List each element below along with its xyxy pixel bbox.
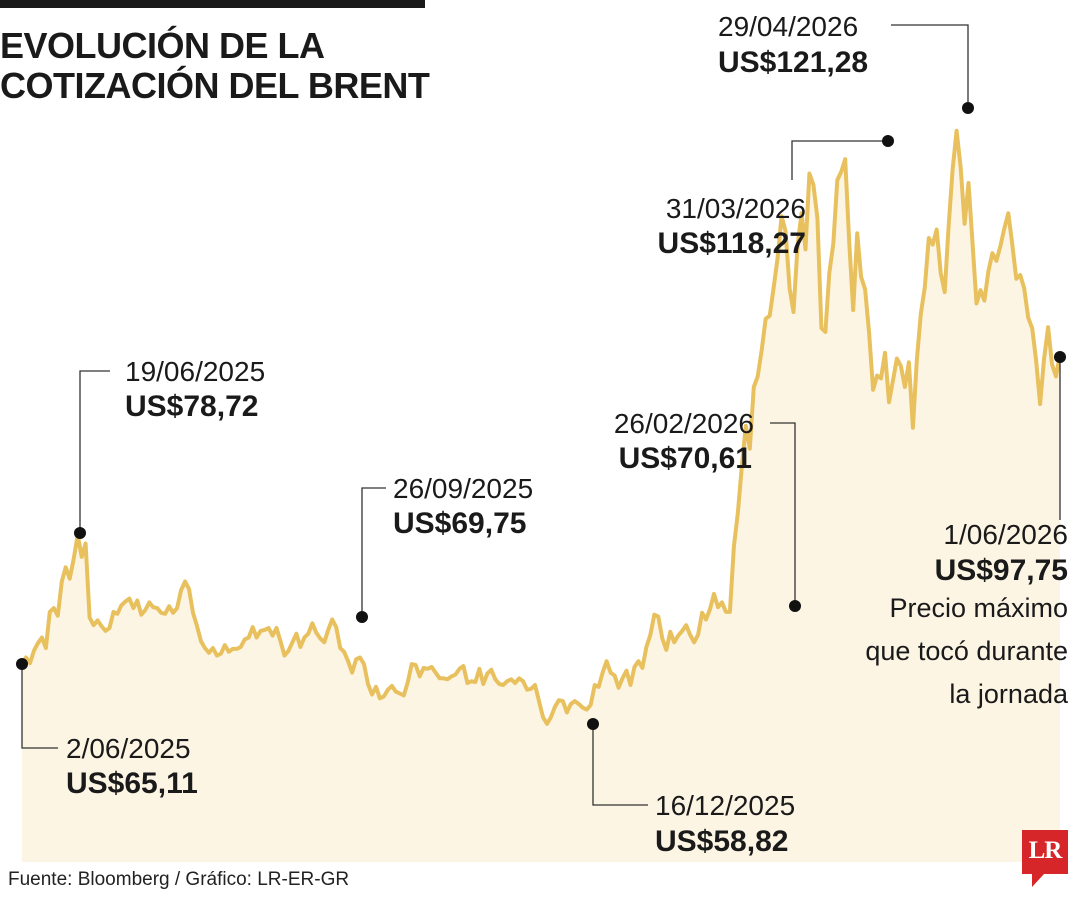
price-area xyxy=(22,130,1060,863)
chart-title-line-1: EVOLUCIÓN DE LA xyxy=(0,25,325,66)
annotation-marker-6 xyxy=(962,102,974,114)
annotation-value-2: US$69,75 xyxy=(393,507,526,540)
annotation-marker-1 xyxy=(74,527,86,539)
annotation-leader-2 xyxy=(361,487,386,617)
annotation-leader-5 xyxy=(791,140,888,180)
annotation-note-line-2: que tocó durante xyxy=(865,636,1068,666)
annotation-date-4: 26/02/2026 xyxy=(614,408,754,439)
annotation-value-6: US$121,28 xyxy=(718,46,868,79)
chart-title-line-2: COTIZACIÓN DEL BRENT xyxy=(0,65,430,106)
annotation-value-7: US$97,75 xyxy=(935,554,1068,587)
annotation-marker-3 xyxy=(587,718,599,730)
annotation-marker-5 xyxy=(882,135,894,147)
annotation-note-line-1: Precio máximo xyxy=(889,593,1068,623)
annotation-marker-4 xyxy=(789,600,801,612)
annotation-marker-7 xyxy=(1054,351,1066,363)
source-credit: Fuente: Bloomberg / Gráfico: LR-ER-GR xyxy=(8,869,350,890)
annotation-value-3: US$58,82 xyxy=(655,825,788,858)
annotation-date-5: 31/03/2026 xyxy=(666,193,806,224)
top-rule xyxy=(0,0,425,8)
annotation-value-4: US$70,61 xyxy=(619,442,752,475)
annotation-date-6: 29/04/2026 xyxy=(718,11,858,42)
annotation-value-0: US$65,11 xyxy=(66,767,198,800)
annotation-leader-0 xyxy=(21,664,58,749)
lr-logo-tail xyxy=(1032,874,1044,887)
annotation-leader-4 xyxy=(770,422,796,606)
annotation-value-5: US$118,27 xyxy=(658,227,806,260)
annotation-note-line-3: la jornada xyxy=(949,679,1069,709)
annotation-marker-0 xyxy=(16,658,28,670)
annotation-marker-2 xyxy=(356,611,368,623)
annotation-value-1: US$78,72 xyxy=(125,390,258,423)
annotation-leader-3 xyxy=(592,724,648,806)
annotation-date-3: 16/12/2025 xyxy=(655,790,795,821)
lr-logo-text: LR xyxy=(1028,837,1063,864)
price-line xyxy=(20,128,1062,726)
annotation-leader-1 xyxy=(79,370,110,533)
annotation-date-0: 2/06/2025 xyxy=(66,733,191,764)
annotation-date-7: 1/06/2026 xyxy=(943,519,1068,550)
lr-logo: LR xyxy=(1022,830,1068,874)
annotation-leader-6 xyxy=(891,24,969,108)
annotation-date-1: 19/06/2025 xyxy=(125,356,265,387)
annotation-date-2: 26/09/2025 xyxy=(393,473,533,504)
